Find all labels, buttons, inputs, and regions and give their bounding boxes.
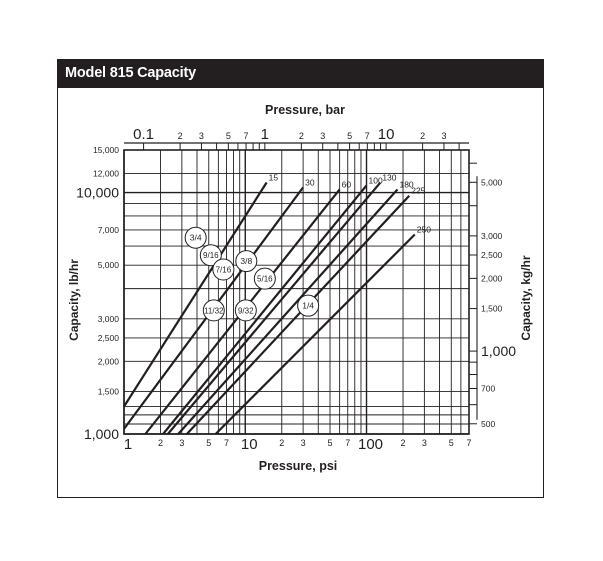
orifice-marker-label: 3/8 xyxy=(240,256,252,266)
top-tick-label: 10 xyxy=(378,126,395,143)
orifice-marker xyxy=(234,299,257,322)
right-tick-label: 3,000 xyxy=(481,231,503,241)
title-bar: Model 815 Capacity xyxy=(58,60,543,88)
right-tick-label: 2,000 xyxy=(481,273,503,283)
orifice-marker-label: 1/4 xyxy=(302,301,314,311)
right-tick-label: 1,500 xyxy=(481,304,503,314)
left-axis-title: Capacity, lb/hr xyxy=(67,259,81,341)
orifice-marker-label: 3/4 xyxy=(190,233,202,243)
top-tick-label: 3 xyxy=(441,131,446,141)
bottom-tick-label: 7 xyxy=(224,438,229,448)
bottom-tick-label: 1 xyxy=(124,436,132,453)
pressure-line xyxy=(186,194,411,435)
top-tick-label: 1 xyxy=(261,126,269,143)
pressure-line xyxy=(123,181,268,408)
bottom-tick-label: 2 xyxy=(279,438,284,448)
orifice-marker-label: 7/16 xyxy=(216,265,232,274)
left-tick-label: 1,500 xyxy=(98,386,120,396)
bottom-tick-label: 7 xyxy=(466,438,471,448)
pressure-line-label: 180 xyxy=(399,179,413,189)
top-tick-label: 2 xyxy=(420,131,425,141)
orifice-marker xyxy=(184,226,207,249)
pressure-line xyxy=(214,233,416,435)
top-axis-title: Pressure, bar xyxy=(265,103,345,117)
bottom-tick-label: 2 xyxy=(401,438,406,448)
orifice-marker xyxy=(253,267,276,290)
orifice-marker xyxy=(199,244,222,267)
orifice-marker xyxy=(212,258,235,281)
bottom-tick-label: 3 xyxy=(422,438,427,448)
bottom-tick-label: 3 xyxy=(301,438,306,448)
left-tick-label: 1,000 xyxy=(84,426,119,442)
bottom-tick-label: 5 xyxy=(328,438,333,448)
pressure-line xyxy=(167,181,382,435)
right-tick-label: 700 xyxy=(481,383,495,393)
tick-labels: 0.1 2 3 5 7 1 2 3 5 7 10 2 31 2 3 5 7 10 2 3 5 7 100 2 3 5 71,0001… xyxy=(76,126,516,453)
right-tick-label: 1,000 xyxy=(481,343,516,359)
orifice-marker xyxy=(297,294,320,317)
top-tick-label: 2 xyxy=(299,131,304,141)
top-tick-label: 7 xyxy=(365,131,370,141)
left-tick-label: 12,000 xyxy=(93,168,119,178)
top-tick-label: 5 xyxy=(226,131,231,141)
pressure-line xyxy=(177,188,399,435)
right-axis-title: Capacity, kg/hr xyxy=(519,255,533,340)
bottom-tick-label: 7 xyxy=(345,438,350,448)
top-tick-label: 5 xyxy=(347,131,352,141)
orifice-marker-label: 5/16 xyxy=(257,275,273,284)
left-tick-label: 3,000 xyxy=(98,314,120,324)
pressure-line xyxy=(162,184,368,435)
left-tick-label: 15,000 xyxy=(93,145,119,155)
pressure-line-label: 225 xyxy=(411,186,425,196)
orifice-marker xyxy=(202,299,225,322)
left-tick-label: 5,000 xyxy=(98,260,120,270)
bottom-tick-label: 3 xyxy=(179,438,184,448)
orifice-markers: 3/49/16 7/16 3/8 5/16 11/32 9/32 1/4 xyxy=(184,226,320,322)
chart-frame: Model 815 Capacity xyxy=(57,59,544,498)
bottom-axis-title: Pressure, psi xyxy=(259,459,338,473)
bottom-tick-label: 2 xyxy=(158,438,163,448)
left-tick-label: 2,000 xyxy=(98,356,120,366)
top-tick-label: 3 xyxy=(320,131,325,141)
top-tick-label: 3 xyxy=(199,131,204,141)
left-tick-label: 2,500 xyxy=(98,333,120,343)
right-tick-label: 5,000 xyxy=(481,177,503,187)
plot-border xyxy=(123,149,470,435)
pressure-line-label: 30 xyxy=(305,177,315,187)
orifice-marker-label: 9/32 xyxy=(238,306,254,315)
orifice-marker xyxy=(235,250,258,273)
top-tick-label: 2 xyxy=(178,131,183,141)
bottom-tick-label: 100 xyxy=(358,436,383,453)
bottom-tick-label: 10 xyxy=(241,436,258,453)
left-tick-label: 10,000 xyxy=(76,185,119,201)
pressure-line-label: 130 xyxy=(382,173,396,183)
pressure-line-label: 250 xyxy=(417,225,431,235)
orifice-marker-label: 9/16 xyxy=(203,251,219,260)
bottom-tick-label: 5 xyxy=(206,438,211,448)
pressure-line-label: 100 xyxy=(369,175,383,185)
chart-title: Model 815 Capacity xyxy=(65,65,196,81)
right-tick-label: 2,500 xyxy=(481,250,503,260)
top-tick-label: 7 xyxy=(244,131,249,141)
orifice-marker-label: 11/32 xyxy=(204,306,224,315)
right-tick-label: 500 xyxy=(481,419,495,429)
top-tick-label: 0.1 xyxy=(133,126,154,143)
left-tick-label: 7,000 xyxy=(98,225,120,235)
pressure-line-label: 60 xyxy=(342,179,352,189)
bottom-tick-label: 5 xyxy=(449,438,454,448)
pressure-line-label: 15 xyxy=(269,173,279,183)
